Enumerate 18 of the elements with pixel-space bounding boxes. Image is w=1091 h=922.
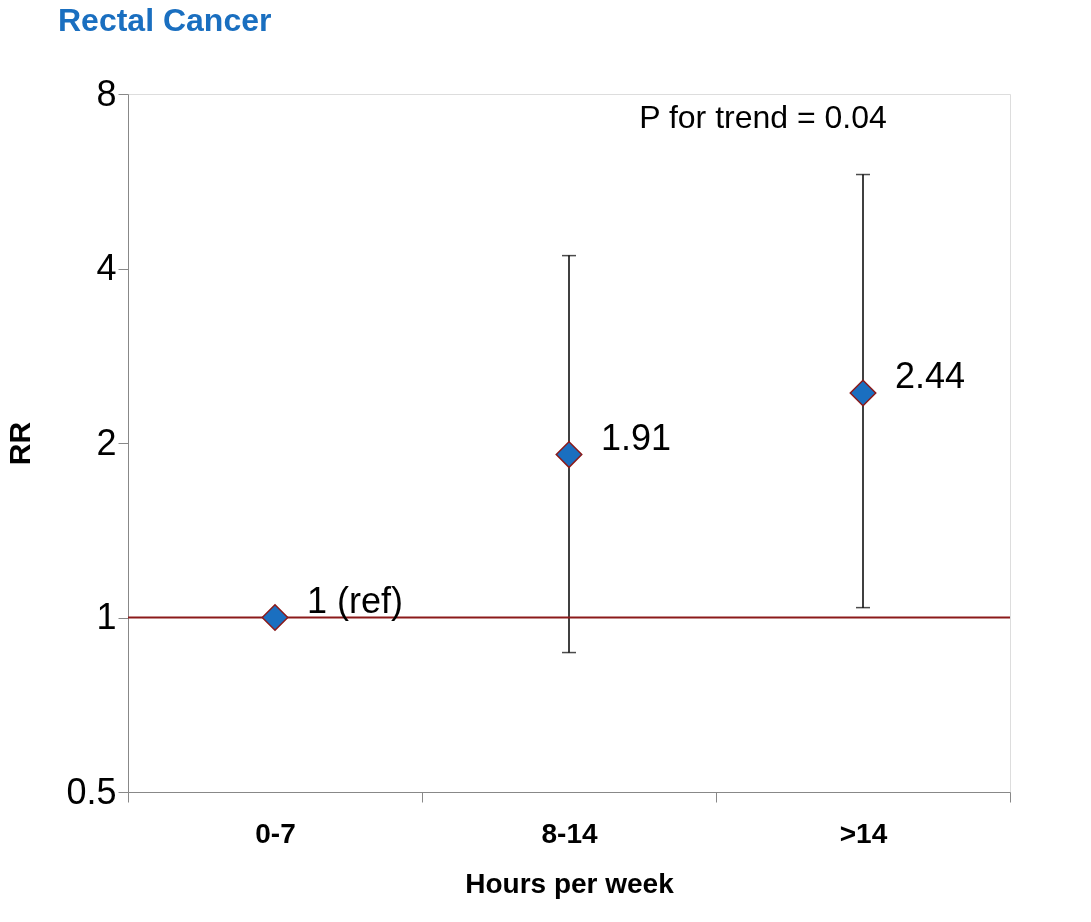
y-tick-label: 0.5: [66, 770, 117, 812]
chart-title: Rectal Cancer: [58, 2, 272, 38]
y-tick-label: 8: [96, 72, 117, 114]
x-tick-label: >14: [839, 817, 888, 849]
annotation: P for trend = 0.04: [639, 99, 887, 135]
x-tick-label: 8-14: [541, 817, 598, 849]
point: [849, 379, 877, 407]
y-axis-title: RR: [3, 421, 37, 466]
y-tick-label: 1: [96, 596, 117, 637]
x-tick-label: 0-7: [255, 817, 296, 849]
data-label: 2.44: [895, 354, 966, 396]
y-tick-label: 2: [96, 421, 117, 463]
y-tick-label: 4: [96, 247, 117, 288]
point: [555, 441, 583, 469]
data-label: 1.91: [601, 416, 672, 458]
x-axis-title: Hours per week: [465, 867, 675, 899]
point: [261, 604, 289, 631]
data-label: 1 (ref): [307, 579, 404, 621]
